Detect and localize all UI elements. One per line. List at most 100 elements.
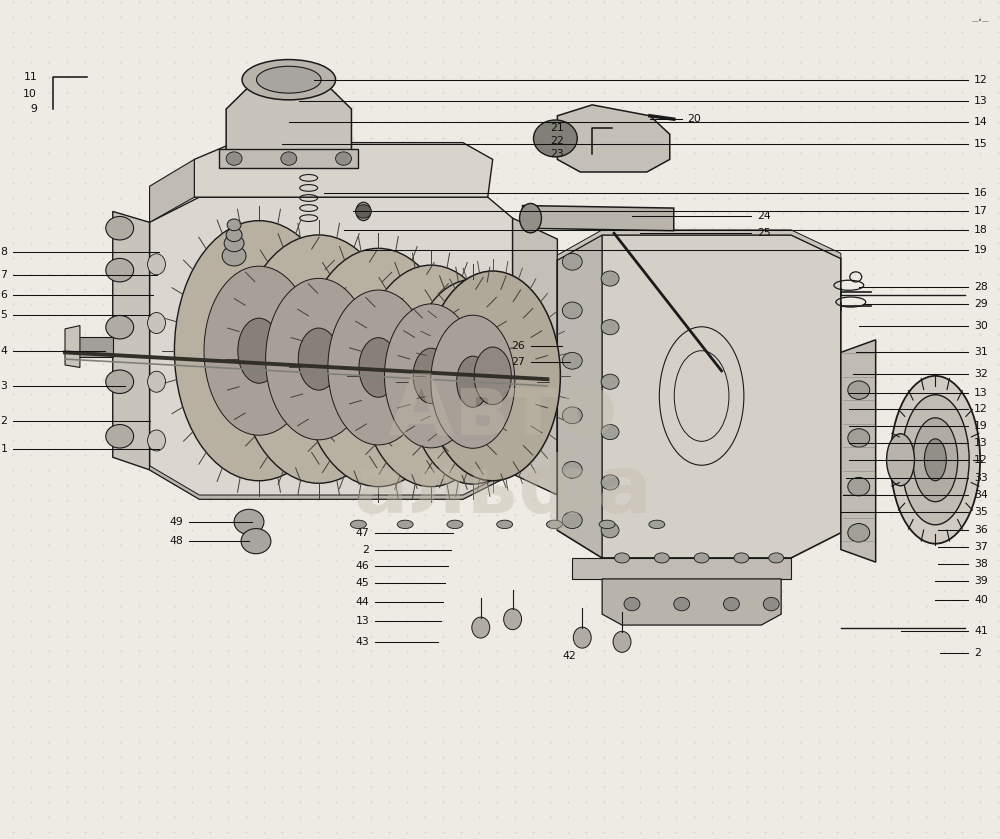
Text: 2: 2 — [363, 545, 369, 555]
Text: 26: 26 — [511, 341, 525, 351]
Ellipse shape — [902, 395, 969, 525]
Polygon shape — [523, 206, 674, 231]
Ellipse shape — [472, 618, 490, 638]
Text: 39: 39 — [974, 576, 988, 586]
Text: 7: 7 — [0, 270, 7, 280]
Text: 37: 37 — [974, 542, 988, 552]
Text: 9: 9 — [30, 104, 37, 114]
Circle shape — [723, 597, 739, 611]
Text: 13: 13 — [974, 438, 988, 448]
Circle shape — [848, 477, 870, 496]
Text: 36: 36 — [974, 525, 988, 535]
Circle shape — [106, 216, 134, 240]
Ellipse shape — [266, 279, 372, 440]
Ellipse shape — [654, 553, 669, 563]
Polygon shape — [113, 211, 150, 470]
Polygon shape — [150, 466, 513, 499]
Circle shape — [562, 352, 582, 369]
Ellipse shape — [356, 202, 371, 221]
Ellipse shape — [520, 204, 541, 233]
Circle shape — [848, 429, 870, 447]
Polygon shape — [77, 337, 113, 357]
Text: 5: 5 — [0, 310, 7, 320]
Circle shape — [226, 228, 242, 242]
Text: 24: 24 — [757, 211, 771, 221]
Text: 19: 19 — [974, 421, 988, 431]
Ellipse shape — [174, 221, 344, 481]
Circle shape — [106, 315, 134, 339]
Circle shape — [106, 258, 134, 282]
Text: 27: 27 — [511, 357, 525, 367]
Ellipse shape — [431, 315, 515, 448]
Text: 11: 11 — [23, 72, 37, 82]
Ellipse shape — [599, 520, 615, 529]
Polygon shape — [226, 65, 351, 168]
Text: —•—: —•— — [972, 17, 990, 23]
Circle shape — [562, 407, 582, 424]
Text: 42: 42 — [563, 651, 576, 661]
Text: 33: 33 — [974, 473, 988, 483]
Text: 48: 48 — [170, 536, 183, 546]
Ellipse shape — [242, 60, 336, 100]
Circle shape — [848, 524, 870, 542]
Polygon shape — [557, 235, 602, 558]
Circle shape — [601, 320, 619, 335]
Circle shape — [224, 235, 244, 252]
Text: 19: 19 — [974, 245, 988, 255]
Circle shape — [106, 425, 134, 448]
Ellipse shape — [924, 439, 946, 481]
Ellipse shape — [237, 235, 400, 483]
Text: альфа: альфа — [353, 452, 652, 529]
Circle shape — [336, 152, 351, 165]
Circle shape — [562, 461, 582, 478]
Ellipse shape — [457, 356, 489, 407]
Circle shape — [601, 475, 619, 490]
Ellipse shape — [425, 271, 560, 481]
Ellipse shape — [573, 628, 591, 649]
Ellipse shape — [238, 318, 280, 383]
Ellipse shape — [694, 553, 709, 563]
Ellipse shape — [148, 371, 165, 393]
Polygon shape — [602, 579, 781, 625]
Text: 43: 43 — [356, 637, 369, 647]
Text: 14: 14 — [974, 117, 988, 127]
Text: 17: 17 — [974, 206, 988, 216]
Circle shape — [227, 219, 241, 231]
Text: 21: 21 — [551, 122, 564, 133]
Circle shape — [674, 597, 690, 611]
Text: 30: 30 — [974, 320, 988, 331]
Circle shape — [848, 381, 870, 399]
Circle shape — [562, 253, 582, 270]
Text: 15: 15 — [974, 139, 988, 149]
Text: 3: 3 — [0, 381, 7, 391]
Ellipse shape — [301, 248, 456, 487]
Text: 44: 44 — [356, 597, 369, 607]
Text: 41: 41 — [974, 626, 988, 636]
Ellipse shape — [148, 254, 165, 274]
Ellipse shape — [546, 520, 562, 529]
Ellipse shape — [891, 376, 980, 544]
Polygon shape — [557, 235, 841, 558]
Polygon shape — [219, 149, 358, 168]
Circle shape — [241, 529, 271, 554]
Text: 25: 25 — [757, 228, 771, 238]
Ellipse shape — [913, 418, 958, 502]
Polygon shape — [841, 340, 876, 562]
Text: 12: 12 — [974, 455, 988, 465]
Circle shape — [533, 120, 577, 157]
Ellipse shape — [613, 631, 631, 653]
Text: 12: 12 — [974, 75, 988, 85]
Text: 6: 6 — [0, 290, 7, 300]
Circle shape — [601, 523, 619, 538]
Text: 2: 2 — [0, 416, 7, 426]
Text: 13: 13 — [974, 388, 988, 398]
Text: 35: 35 — [974, 507, 988, 517]
Circle shape — [601, 271, 619, 286]
Text: 31: 31 — [974, 347, 988, 357]
Ellipse shape — [447, 520, 463, 529]
Text: 8: 8 — [0, 247, 7, 257]
Ellipse shape — [497, 520, 513, 529]
Text: 32: 32 — [974, 369, 988, 379]
Text: 18: 18 — [974, 225, 988, 235]
Ellipse shape — [887, 434, 914, 486]
